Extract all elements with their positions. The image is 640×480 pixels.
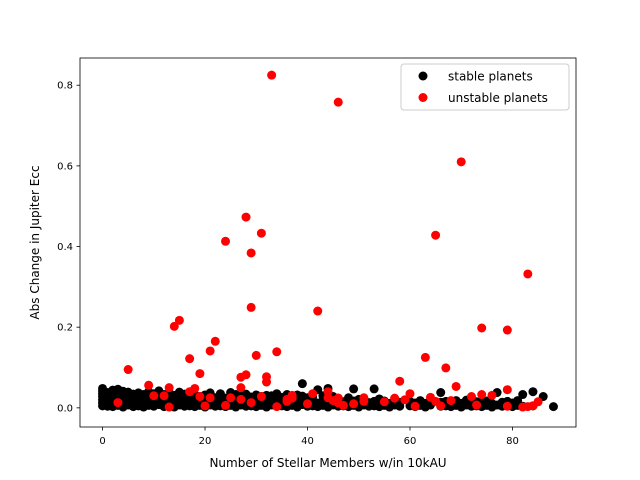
data-point [246, 302, 256, 312]
data-point [195, 369, 205, 379]
data-point [466, 392, 476, 402]
data-point [436, 388, 446, 398]
data-point [164, 402, 174, 412]
data-point [487, 390, 497, 400]
x-axis-ticks: 0 20 40 60 80 [99, 427, 519, 447]
data-point [502, 385, 512, 395]
data-point [200, 401, 210, 411]
data-point [149, 391, 159, 401]
data-point [349, 384, 359, 394]
y-tick-label: 0.2 [57, 323, 73, 334]
data-point [420, 352, 430, 362]
data-point [174, 315, 184, 325]
data-point [221, 400, 231, 410]
data-point [205, 393, 215, 403]
y-tick-label: 0.4 [57, 242, 73, 253]
x-tick-label: 80 [506, 436, 519, 447]
data-point [195, 392, 205, 402]
data-point [236, 372, 246, 382]
data-point [395, 376, 405, 386]
data-point [246, 398, 256, 408]
data-point [518, 390, 528, 400]
data-point [477, 390, 487, 400]
data-point [308, 389, 318, 399]
data-point [226, 393, 236, 403]
data-point [441, 363, 451, 373]
data-point [185, 387, 195, 397]
legend-label-unstable: unstable planets [448, 91, 548, 105]
data-point [477, 323, 487, 333]
data-point [272, 347, 282, 357]
data-point [185, 354, 195, 364]
data-point [502, 401, 512, 411]
data-point [164, 383, 174, 393]
data-point [400, 395, 410, 405]
data-point [236, 383, 246, 393]
data-point [405, 389, 415, 399]
data-point [338, 400, 348, 410]
data-point [169, 321, 179, 331]
data-point [210, 336, 220, 346]
data-point [446, 396, 456, 406]
data-point [523, 402, 533, 412]
data-point [528, 387, 538, 397]
data-point [303, 399, 312, 409]
data-point [221, 236, 231, 246]
data-point [451, 381, 461, 391]
legend: stable planets unstable planets [400, 63, 570, 111]
x-axis-label: Number of Stellar Members w/in 10kAU [209, 456, 446, 470]
x-tick-label: 20 [199, 436, 212, 447]
data-point [251, 350, 261, 360]
data-point [272, 402, 282, 412]
y-axis-label: Abs Change in Jupiter Ecc [28, 165, 42, 319]
data-point [313, 306, 323, 316]
y-axis-ticks: 0.0 0.2 0.4 0.6 0.8 [57, 81, 80, 414]
series-unstable [113, 70, 543, 412]
legend-label-stable: stable planets [448, 70, 533, 84]
data-point [548, 402, 558, 412]
data-point [390, 393, 400, 403]
data-point [282, 394, 292, 404]
legend-marker-unstable [418, 93, 428, 102]
legend-box [400, 63, 570, 111]
y-tick-label: 0.8 [57, 81, 73, 92]
data-point [297, 379, 307, 389]
data-point [246, 248, 256, 258]
data-point [123, 365, 133, 375]
data-point [144, 380, 154, 390]
data-point [456, 157, 466, 167]
data-point [349, 399, 359, 409]
x-tick-label: 60 [404, 436, 417, 447]
y-tick-label: 0.6 [57, 161, 73, 172]
data-point [379, 397, 389, 407]
data-point [431, 230, 441, 240]
x-tick-label: 0 [99, 436, 105, 447]
data-point [113, 398, 123, 408]
plot-area-frame [79, 57, 577, 428]
data-point [333, 97, 343, 107]
data-point [205, 346, 215, 356]
data-point [359, 396, 369, 406]
data-point [262, 377, 272, 387]
data-point [436, 401, 446, 411]
x-tick-label: 40 [301, 436, 314, 447]
data-point [159, 391, 169, 401]
data-point [256, 228, 266, 238]
data-point [472, 400, 482, 410]
data-point [267, 70, 277, 80]
data-point [236, 394, 246, 404]
data-point [241, 212, 251, 222]
data-point [256, 392, 266, 402]
data-point [369, 384, 379, 394]
y-tick-label: 0.0 [57, 403, 73, 414]
data-point [410, 401, 420, 411]
data-points [98, 70, 558, 412]
data-point [523, 269, 533, 279]
data-point [502, 325, 512, 335]
legend-marker-stable [418, 71, 428, 81]
